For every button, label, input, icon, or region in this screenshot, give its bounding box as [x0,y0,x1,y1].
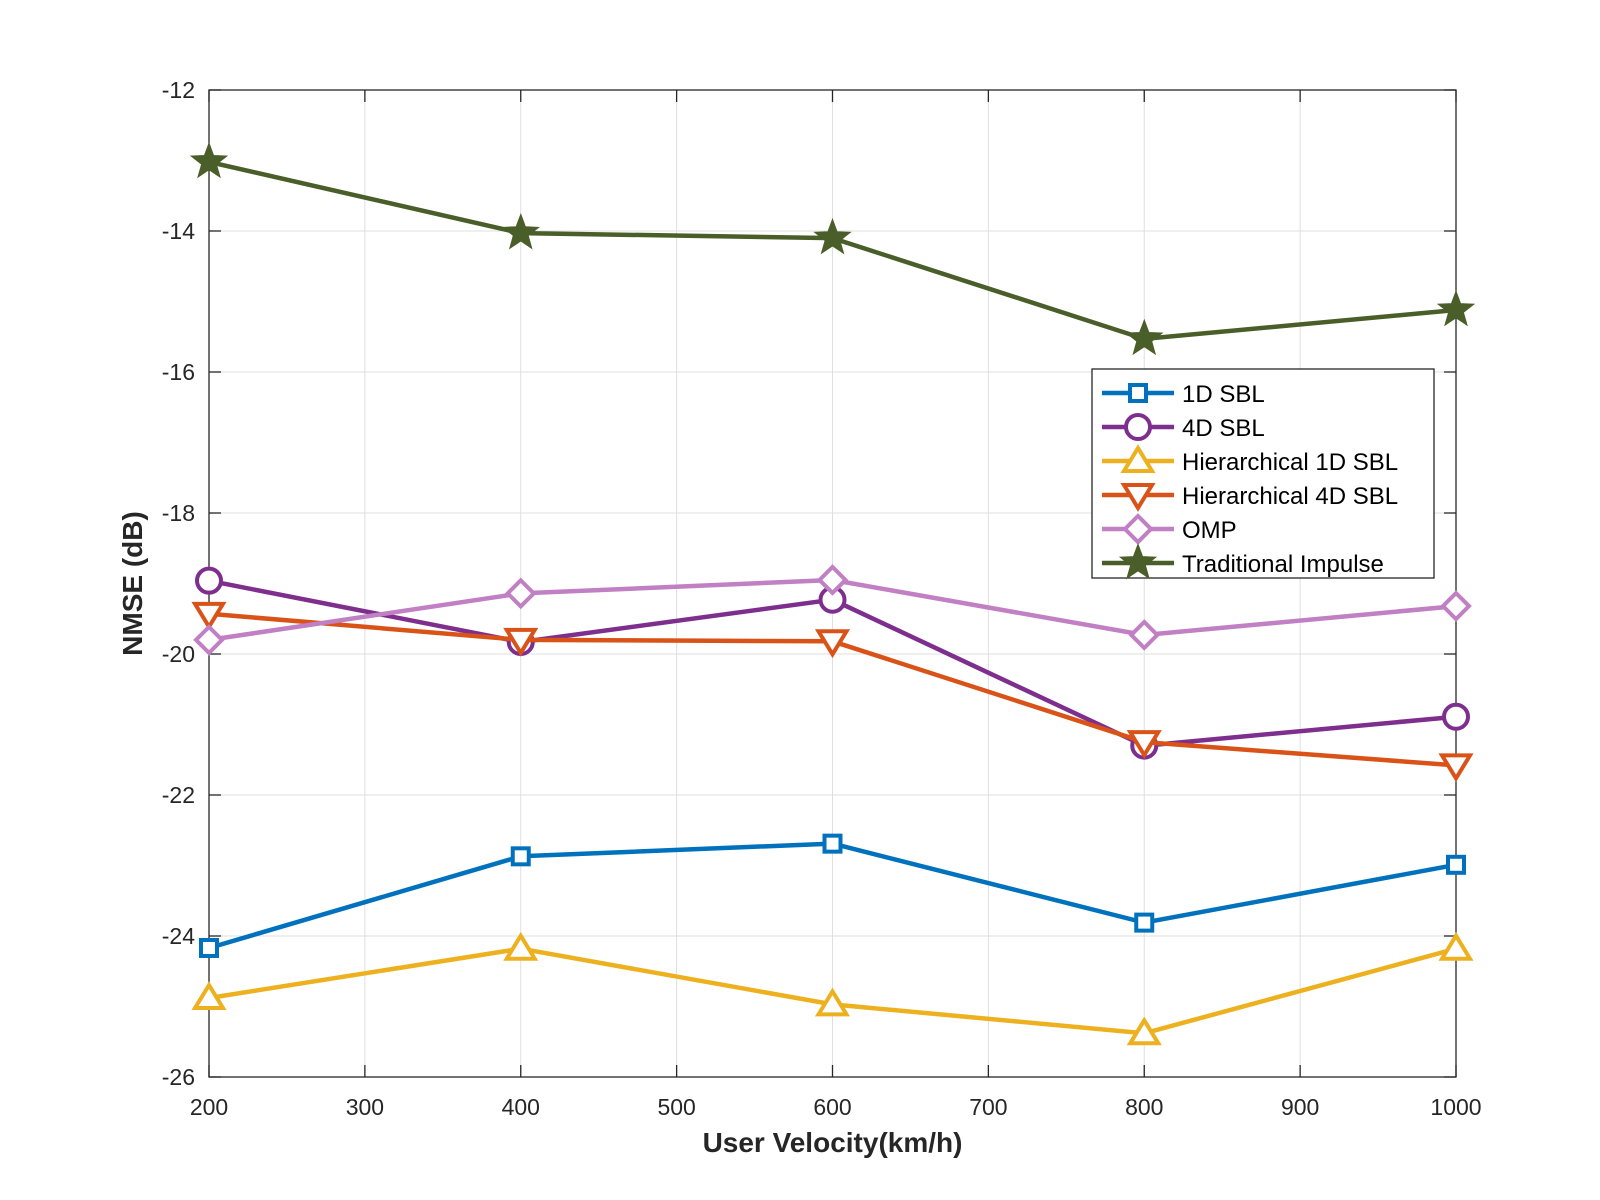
legend-item-4d-sbl: 4D SBL [1102,413,1265,442]
y-tick-label: -26 [162,1064,195,1090]
legend: 1D SBL 4D SBL Hierarchical 1D SBL Hierarchi… [1091,368,1435,580]
data-point-4d-sbl [195,566,223,595]
legend-swatch-marker [1120,444,1156,473]
data-point-hierarchical-4d-sbl [503,627,539,657]
legend-swatch-marker [1124,413,1152,441]
data-point-omp [504,577,537,610]
legend-swatch-marker [1120,483,1156,512]
legend-label: Traditional Impulse [1182,551,1384,578]
y-tick-label: -14 [162,218,195,244]
series-1d-sbl [199,833,1466,958]
data-point-1d-sbl [510,846,531,867]
y-tick-label: -24 [162,923,195,949]
data-point-hierarchical-4d-sbl [191,601,227,631]
y-tick-label: -18 [162,500,195,526]
legend-item-1d-sbl: 1D SBL [1102,381,1265,408]
data-point-hierarchical-1d-sbl [1126,1016,1162,1046]
data-point-omp [1440,590,1472,622]
legend-item-traditional-impulse: Traditional Impulse [1102,542,1384,580]
data-point-hierarchical-4d-sbl [1126,730,1162,759]
data-point-traditional-impulse [813,217,852,255]
legend-item-hierarchical-1d-sbl: Hierarchical 1D SBL [1102,444,1398,476]
data-point-omp [193,624,225,656]
series-group [189,141,1476,1046]
y-tick-label: -22 [162,782,195,808]
legend-label: Hierarchical 4D SBL [1182,483,1398,510]
data-point-1d-sbl [1134,912,1155,933]
legend-swatch-marker [1128,383,1148,403]
x-tick-label: 400 [502,1094,540,1120]
data-point-traditional-impulse [1436,289,1476,327]
data-point-hierarchical-1d-sbl [814,987,851,1017]
legend-swatch-marker [1122,513,1154,545]
x-tick-label: 900 [1281,1094,1319,1120]
x-tick-label: 700 [969,1094,1007,1120]
data-point-hierarchical-4d-sbl [814,629,851,659]
data-point-1d-sbl [1446,854,1466,875]
data-point-1d-sbl [822,833,843,854]
axis-ticks: 200 300 400 500 600 700 800 900 1000 -26 -24 -22 -20… [162,77,1482,1120]
legend-label: 4D SBL [1182,415,1265,442]
y-tick-label: -16 [162,359,195,385]
legend-item-omp: OMP [1102,513,1237,545]
data-point-traditional-impulse [189,141,229,179]
series-hierarchical-1d-sbl [191,931,1474,1046]
data-point-hierarchical-4d-sbl [1438,753,1474,783]
x-tick-label: 800 [1125,1094,1163,1120]
y-axis-label: NMSE (dB) [117,511,148,656]
data-point-omp [816,564,849,596]
x-tick-label: 500 [657,1094,695,1120]
series-omp [193,564,1472,656]
data-point-omp [1128,619,1161,651]
data-point-hierarchical-1d-sbl [503,931,539,961]
x-tick-label: 600 [813,1094,851,1120]
data-point-traditional-impulse [1125,318,1164,356]
data-point-hierarchical-1d-sbl [1438,931,1474,961]
legend-label: Hierarchical 1D SBL [1182,449,1398,476]
legend-label: OMP [1182,517,1237,544]
x-tick-label: 1000 [1430,1094,1481,1120]
y-tick-label: -12 [162,77,195,103]
x-tick-label: 200 [190,1094,228,1120]
x-axis-label: User Velocity(km/h) [703,1127,963,1158]
x-tick-label: 300 [346,1094,384,1120]
legend-item-hierarchical-4d-sbl: Hierarchical 4D SBL [1102,483,1398,512]
data-point-hierarchical-1d-sbl [191,981,227,1011]
data-point-1d-sbl [199,937,219,958]
legend-swatch-marker [1118,542,1158,580]
legend-box [1091,368,1435,579]
data-point-traditional-impulse [501,212,540,250]
y-tick-label: -20 [162,641,195,667]
legend-label: 1D SBL [1182,381,1265,408]
data-point-4d-sbl [1442,702,1470,731]
series-hierarchical-4d-sbl [191,601,1474,783]
series-traditional-impulse [189,141,1476,356]
